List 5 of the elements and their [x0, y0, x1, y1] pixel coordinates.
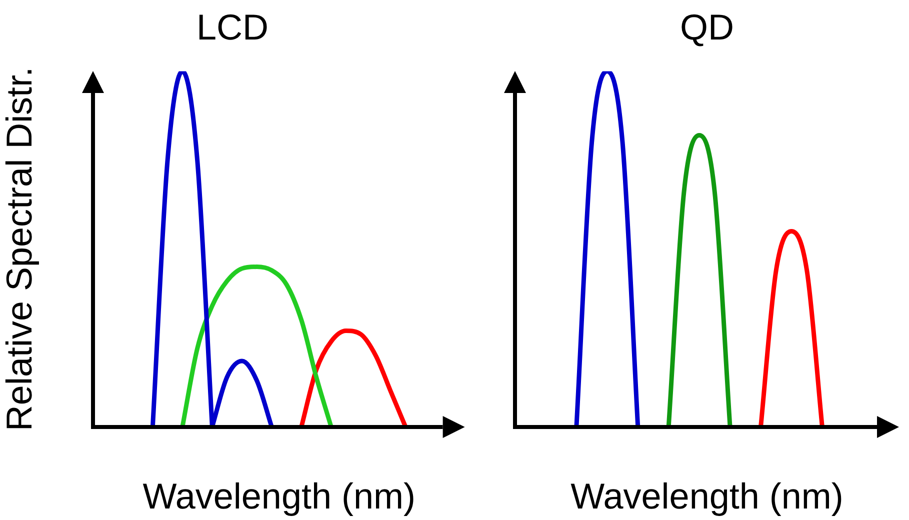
y-axis-title: Relative Spectral Distr. — [0, 66, 40, 432]
x-axis-title: Wavelength (nm) — [570, 475, 844, 516]
chart-title: LCD — [196, 6, 269, 48]
x-axis-title: Wavelength (nm) — [142, 475, 416, 516]
chart-title: QD — [680, 6, 734, 48]
